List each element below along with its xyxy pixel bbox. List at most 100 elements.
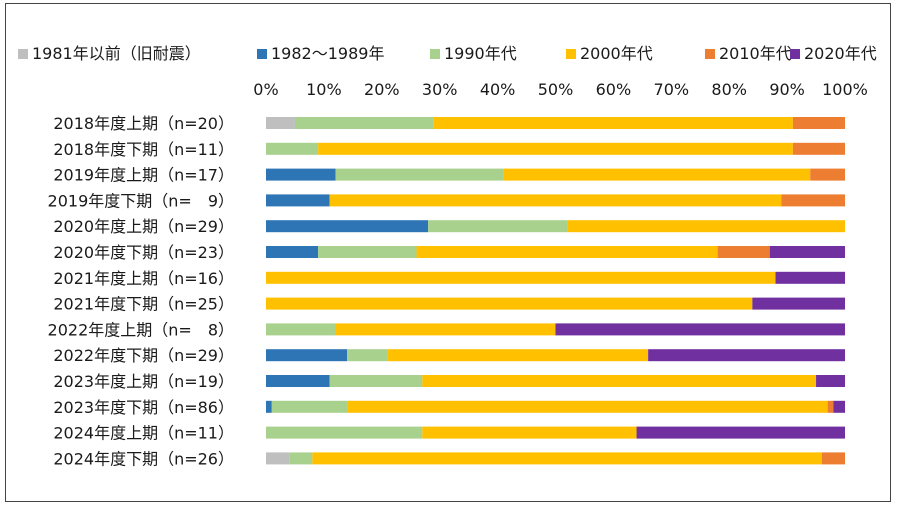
x-tick-label: 20% <box>364 80 400 99</box>
bar-segment <box>266 220 429 233</box>
x-tick-label: 40% <box>480 80 516 99</box>
legend-label: 1982～1989年 <box>271 44 384 63</box>
bar-row <box>266 194 845 207</box>
category-label: 2024年度下期（n=26） <box>53 449 234 468</box>
x-tick-label: 30% <box>422 80 458 99</box>
category-label: 2019年度上期（n=17） <box>53 166 234 185</box>
category-label: 2022年度下期（n=29） <box>53 346 234 365</box>
x-tick-label: 70% <box>654 80 690 99</box>
legend-label: 2000年代 <box>580 44 653 63</box>
bar-segment <box>266 194 330 207</box>
bar-segment <box>816 375 845 387</box>
category-label: 2022年度上期（n= 8） <box>48 320 234 339</box>
bar-segment <box>266 349 348 362</box>
bar-row <box>266 142 845 155</box>
bar-row <box>266 452 845 465</box>
bar-row <box>266 297 845 310</box>
bar-segment <box>266 168 336 181</box>
bar-segment <box>387 349 649 362</box>
bar-segment <box>289 452 313 465</box>
bar-row <box>266 426 845 439</box>
bar-row <box>266 375 845 387</box>
bar-segment <box>329 375 423 387</box>
bar-segment <box>318 246 417 258</box>
bar-segment <box>335 323 556 336</box>
bar-segment <box>266 452 290 465</box>
bar-segment <box>833 400 845 413</box>
bar-segment <box>266 246 319 258</box>
bars <box>266 117 845 465</box>
bar-segment <box>312 452 822 465</box>
bar-row <box>266 323 845 336</box>
category-label: 2024年度上期（n=11） <box>53 424 234 443</box>
legend-item: 2010年代 <box>705 44 792 63</box>
bar-segment <box>266 323 336 336</box>
bar-segment <box>266 117 295 129</box>
bar-segment <box>347 349 388 362</box>
bar-segment <box>271 400 348 413</box>
x-tick-label: 60% <box>596 80 632 99</box>
bar-segment <box>266 426 423 439</box>
category-labels: 2018年度上期（n=20） 2018年度下期（n=11） 2019年度上期（n=1… <box>48 114 234 468</box>
bar-row <box>266 220 845 233</box>
bar-segment <box>775 271 845 284</box>
legend-swatch <box>566 49 576 59</box>
bar-segment <box>717 246 770 258</box>
bar-segment <box>503 168 811 181</box>
category-label: 2021年度下期（n=25） <box>53 295 234 314</box>
bar-segment <box>433 117 793 129</box>
x-tick-label: 80% <box>711 80 747 99</box>
legend-item: 2020年代 <box>790 44 877 63</box>
x-tick-label: 0% <box>253 80 278 99</box>
bar-segment <box>792 142 845 155</box>
legend-swatch <box>705 49 715 59</box>
legend-item: 2000年代 <box>566 44 653 63</box>
legend-swatch <box>430 49 440 59</box>
legend-swatch <box>257 49 267 59</box>
bar-segment <box>266 142 319 155</box>
bar-segment <box>335 168 504 181</box>
bar-segment <box>810 168 845 181</box>
legend-label: 2010年代 <box>719 44 792 63</box>
bar-segment <box>792 117 845 129</box>
bar-segment <box>428 220 568 233</box>
category-label: 2018年度下期（n=11） <box>53 140 234 159</box>
x-tick-label: 90% <box>769 80 805 99</box>
category-label: 2020年度上期（n=29） <box>53 217 234 236</box>
bar-segment <box>329 194 782 207</box>
bar-row <box>266 271 845 284</box>
bar-segment <box>266 297 753 310</box>
category-label: 2021年度上期（n=16） <box>53 269 234 288</box>
legend-item: 1982～1989年 <box>257 44 384 63</box>
bar-segment <box>567 220 845 233</box>
bar-segment <box>347 400 828 413</box>
x-tick-label: 10% <box>306 80 342 99</box>
x-tick-label: 100% <box>822 80 868 99</box>
category-label: 2023年度下期（n=86） <box>53 398 234 417</box>
legend-swatch <box>18 49 28 59</box>
bar-row <box>266 246 845 258</box>
bar-segment <box>422 375 817 387</box>
bar-segment <box>266 375 330 387</box>
bar-row <box>266 168 845 181</box>
legend-label: 1981年以前（旧耐震） <box>32 44 201 63</box>
bar-segment <box>266 400 272 413</box>
bar-segment <box>416 246 718 258</box>
legend-item: 1981年以前（旧耐震） <box>18 44 201 63</box>
legend-label: 2020年代 <box>804 44 877 63</box>
x-axis-ticks: 0% 10% 20% 30% 40% 50% 60% 70% 80% 90% 100% <box>253 80 868 99</box>
bar-segment <box>821 452 845 465</box>
bar-segment <box>422 426 637 439</box>
bar-segment <box>827 400 834 413</box>
bar-segment <box>266 271 776 284</box>
legend-label: 1990年代 <box>444 44 517 63</box>
bar-segment <box>318 142 793 155</box>
bar-segment <box>555 323 845 336</box>
category-label: 2023年度上期（n=19） <box>53 372 234 391</box>
bar-row <box>266 400 845 413</box>
bar-segment <box>781 194 845 207</box>
bar-segment <box>636 426 845 439</box>
legend: 1981年以前（旧耐震） 1982～1989年 1990年代 2000年代 2010年代… <box>18 44 877 63</box>
bar-segment <box>648 349 845 362</box>
